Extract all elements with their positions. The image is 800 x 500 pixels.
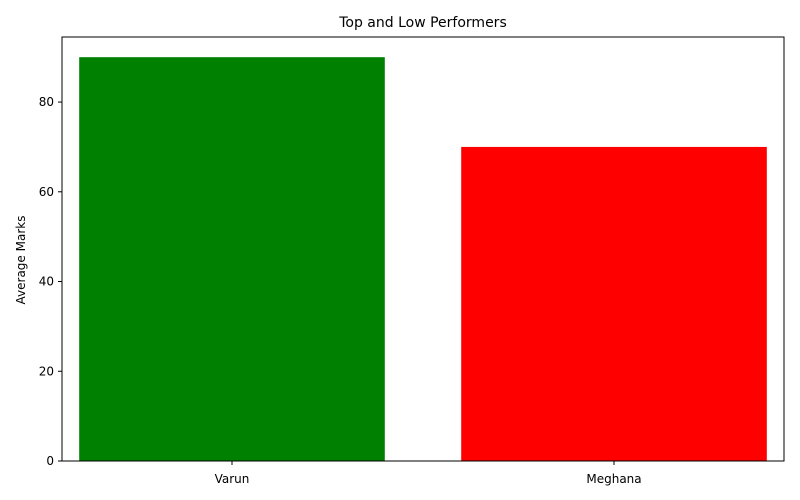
plot-frame bbox=[61, 36, 785, 462]
bar-meghana bbox=[461, 146, 767, 462]
y-tick-label: 40 bbox=[39, 275, 54, 289]
bars-group bbox=[79, 57, 767, 462]
y-tick-label: 0 bbox=[46, 454, 54, 468]
x-ticks-group: Varun Meghana bbox=[215, 461, 642, 486]
y-tick-label: 60 bbox=[39, 185, 54, 199]
bar-varun bbox=[79, 57, 385, 461]
y-ticks-group: 0 20 40 60 80 bbox=[39, 95, 62, 468]
y-tick-label: 80 bbox=[39, 95, 54, 109]
x-tick-label: Varun bbox=[215, 472, 250, 486]
y-axis-label: Average Marks bbox=[14, 216, 28, 305]
chart-title: Top and Low Performers bbox=[338, 15, 507, 31]
x-tick-label: Meghana bbox=[586, 472, 641, 486]
y-tick-label: 20 bbox=[39, 364, 54, 378]
